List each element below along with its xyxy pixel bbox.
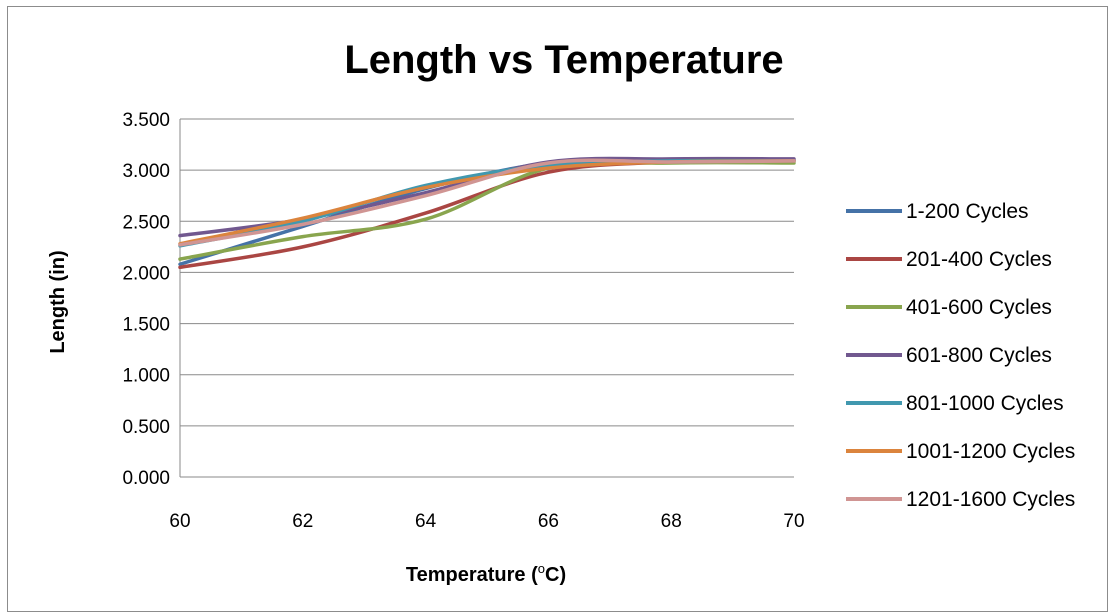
x-tick-label: 62 bbox=[292, 511, 313, 532]
y-tick-label: 0.500 bbox=[122, 417, 170, 438]
x-tick-label: 60 bbox=[169, 511, 190, 532]
series-lines bbox=[178, 156, 796, 270]
chart-title: Length vs Temperature bbox=[344, 38, 783, 82]
series-line-7 bbox=[178, 158, 796, 247]
y-tick-labels: 0.000 0.500 1.000 1.500 2.000 2.500 3.000 3.500 bbox=[122, 110, 170, 489]
legend-label: 1-200 Cycles bbox=[906, 200, 1029, 223]
y-tick-label: 3.500 bbox=[122, 110, 170, 131]
y-axis-label: Length (in) bbox=[47, 250, 69, 353]
x-axis-label: Temperature (oC) bbox=[406, 561, 566, 586]
legend-label: 1201-1600 Cycles bbox=[906, 488, 1075, 511]
chart-frame: Length vs Temperature 0.000 0.500 1.000 1.5… bbox=[7, 6, 1108, 612]
legend-label: 601-800 Cycles bbox=[906, 344, 1052, 367]
x-tick-labels: 60 62 64 66 68 70 bbox=[169, 511, 804, 532]
legend: 1-200 Cycles 201-400 Cycles 401-600 Cycles… bbox=[846, 200, 1075, 511]
y-tick-label: 2.500 bbox=[122, 212, 170, 233]
legend-label: 801-1000 Cycles bbox=[906, 392, 1064, 415]
axes bbox=[179, 119, 794, 478]
y-tick-label: 1.000 bbox=[122, 366, 170, 387]
chart-canvas: Length vs Temperature 0.000 0.500 1.000 1.5… bbox=[47, 38, 1075, 586]
x-tick-label: 70 bbox=[783, 511, 804, 532]
legend-label: 401-600 Cycles bbox=[906, 296, 1052, 319]
series-line-5 bbox=[178, 158, 796, 248]
y-tick-label: 1.500 bbox=[122, 315, 170, 336]
legend-label: 1001-1200 Cycles bbox=[906, 440, 1075, 463]
x-tick-label: 68 bbox=[661, 511, 682, 532]
legend-label: 201-400 Cycles bbox=[906, 248, 1052, 271]
y-tick-label: 2.000 bbox=[122, 263, 170, 284]
y-tick-label: 3.000 bbox=[122, 161, 170, 182]
x-tick-label: 64 bbox=[415, 511, 437, 532]
x-tick-label: 66 bbox=[538, 511, 559, 532]
y-tick-label: 0.000 bbox=[122, 468, 170, 489]
